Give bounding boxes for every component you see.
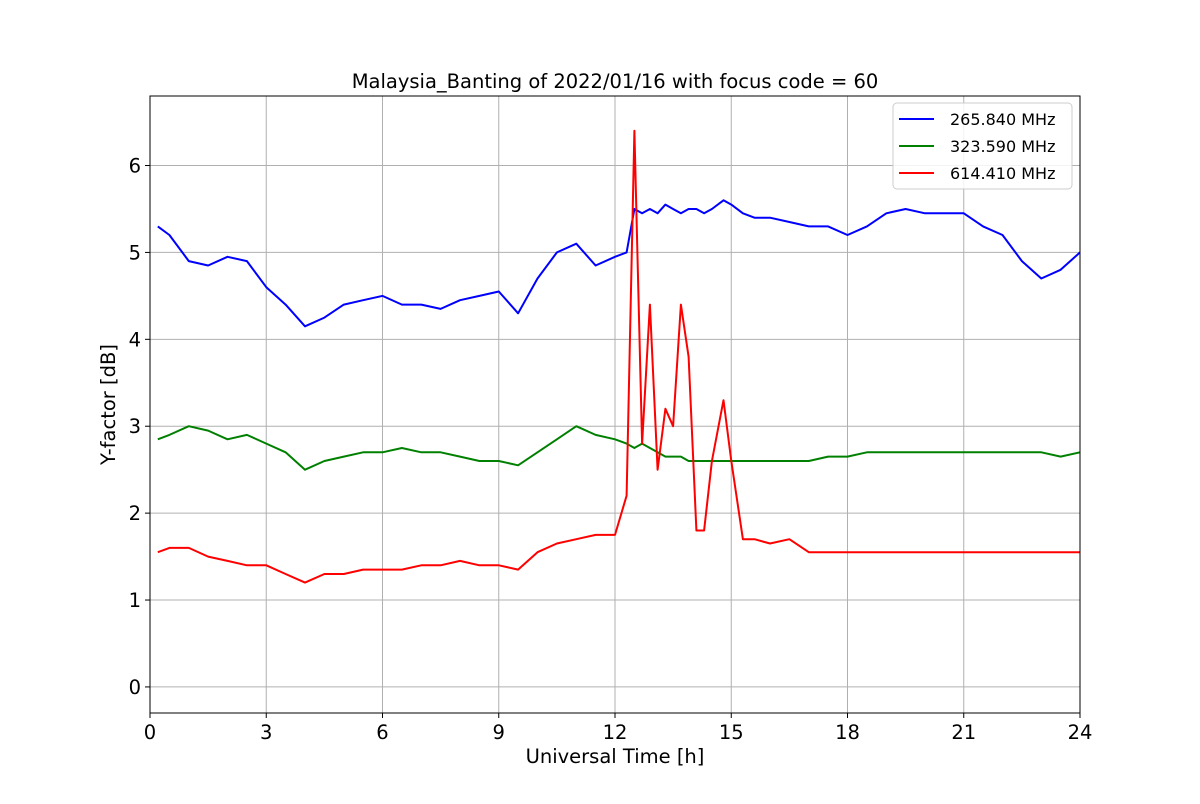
y-tick-label: 4 xyxy=(129,328,141,351)
series-line xyxy=(157,129,1080,584)
y-tick-label: 5 xyxy=(129,241,141,264)
series-line xyxy=(157,425,1081,471)
x-axis-label: Universal Time [h] xyxy=(526,745,705,768)
series-line xyxy=(157,199,1081,328)
y-tick-label: 1 xyxy=(129,589,141,612)
chart-title: Malaysia_Banting of 2022/01/16 with focu… xyxy=(352,70,879,93)
x-tick-label: 21 xyxy=(951,721,976,744)
y-tick-label: 3 xyxy=(129,415,141,438)
y-tick-label: 0 xyxy=(129,676,141,699)
x-axis: 0 3 6 9 12 15 18 21 24 xyxy=(144,713,1093,744)
x-tick-label: 6 xyxy=(376,721,388,744)
data-series xyxy=(157,129,1081,584)
y-axis-label: Y-factor [dB] xyxy=(97,344,120,466)
legend-label: 265.840 MHz xyxy=(950,110,1055,129)
x-tick-label: 18 xyxy=(835,721,860,744)
legend: 265.840 MHz 323.590 MHz 614.410 MHz xyxy=(892,102,1073,190)
legend-label: 614.410 MHz xyxy=(950,164,1055,183)
x-tick-label: 3 xyxy=(260,721,272,744)
x-tick-label: 15 xyxy=(719,721,744,744)
x-tick-label: 12 xyxy=(603,721,628,744)
x-tick-label: 9 xyxy=(493,721,505,744)
y-tick-label: 2 xyxy=(129,502,141,525)
y-axis: 0 1 2 3 4 5 6 xyxy=(129,155,150,699)
x-tick-label: 0 xyxy=(144,721,156,744)
x-tick-label: 24 xyxy=(1068,721,1093,744)
legend-box xyxy=(892,102,1073,190)
legend-label: 323.590 MHz xyxy=(950,137,1055,156)
y-tick-label: 6 xyxy=(129,155,141,178)
